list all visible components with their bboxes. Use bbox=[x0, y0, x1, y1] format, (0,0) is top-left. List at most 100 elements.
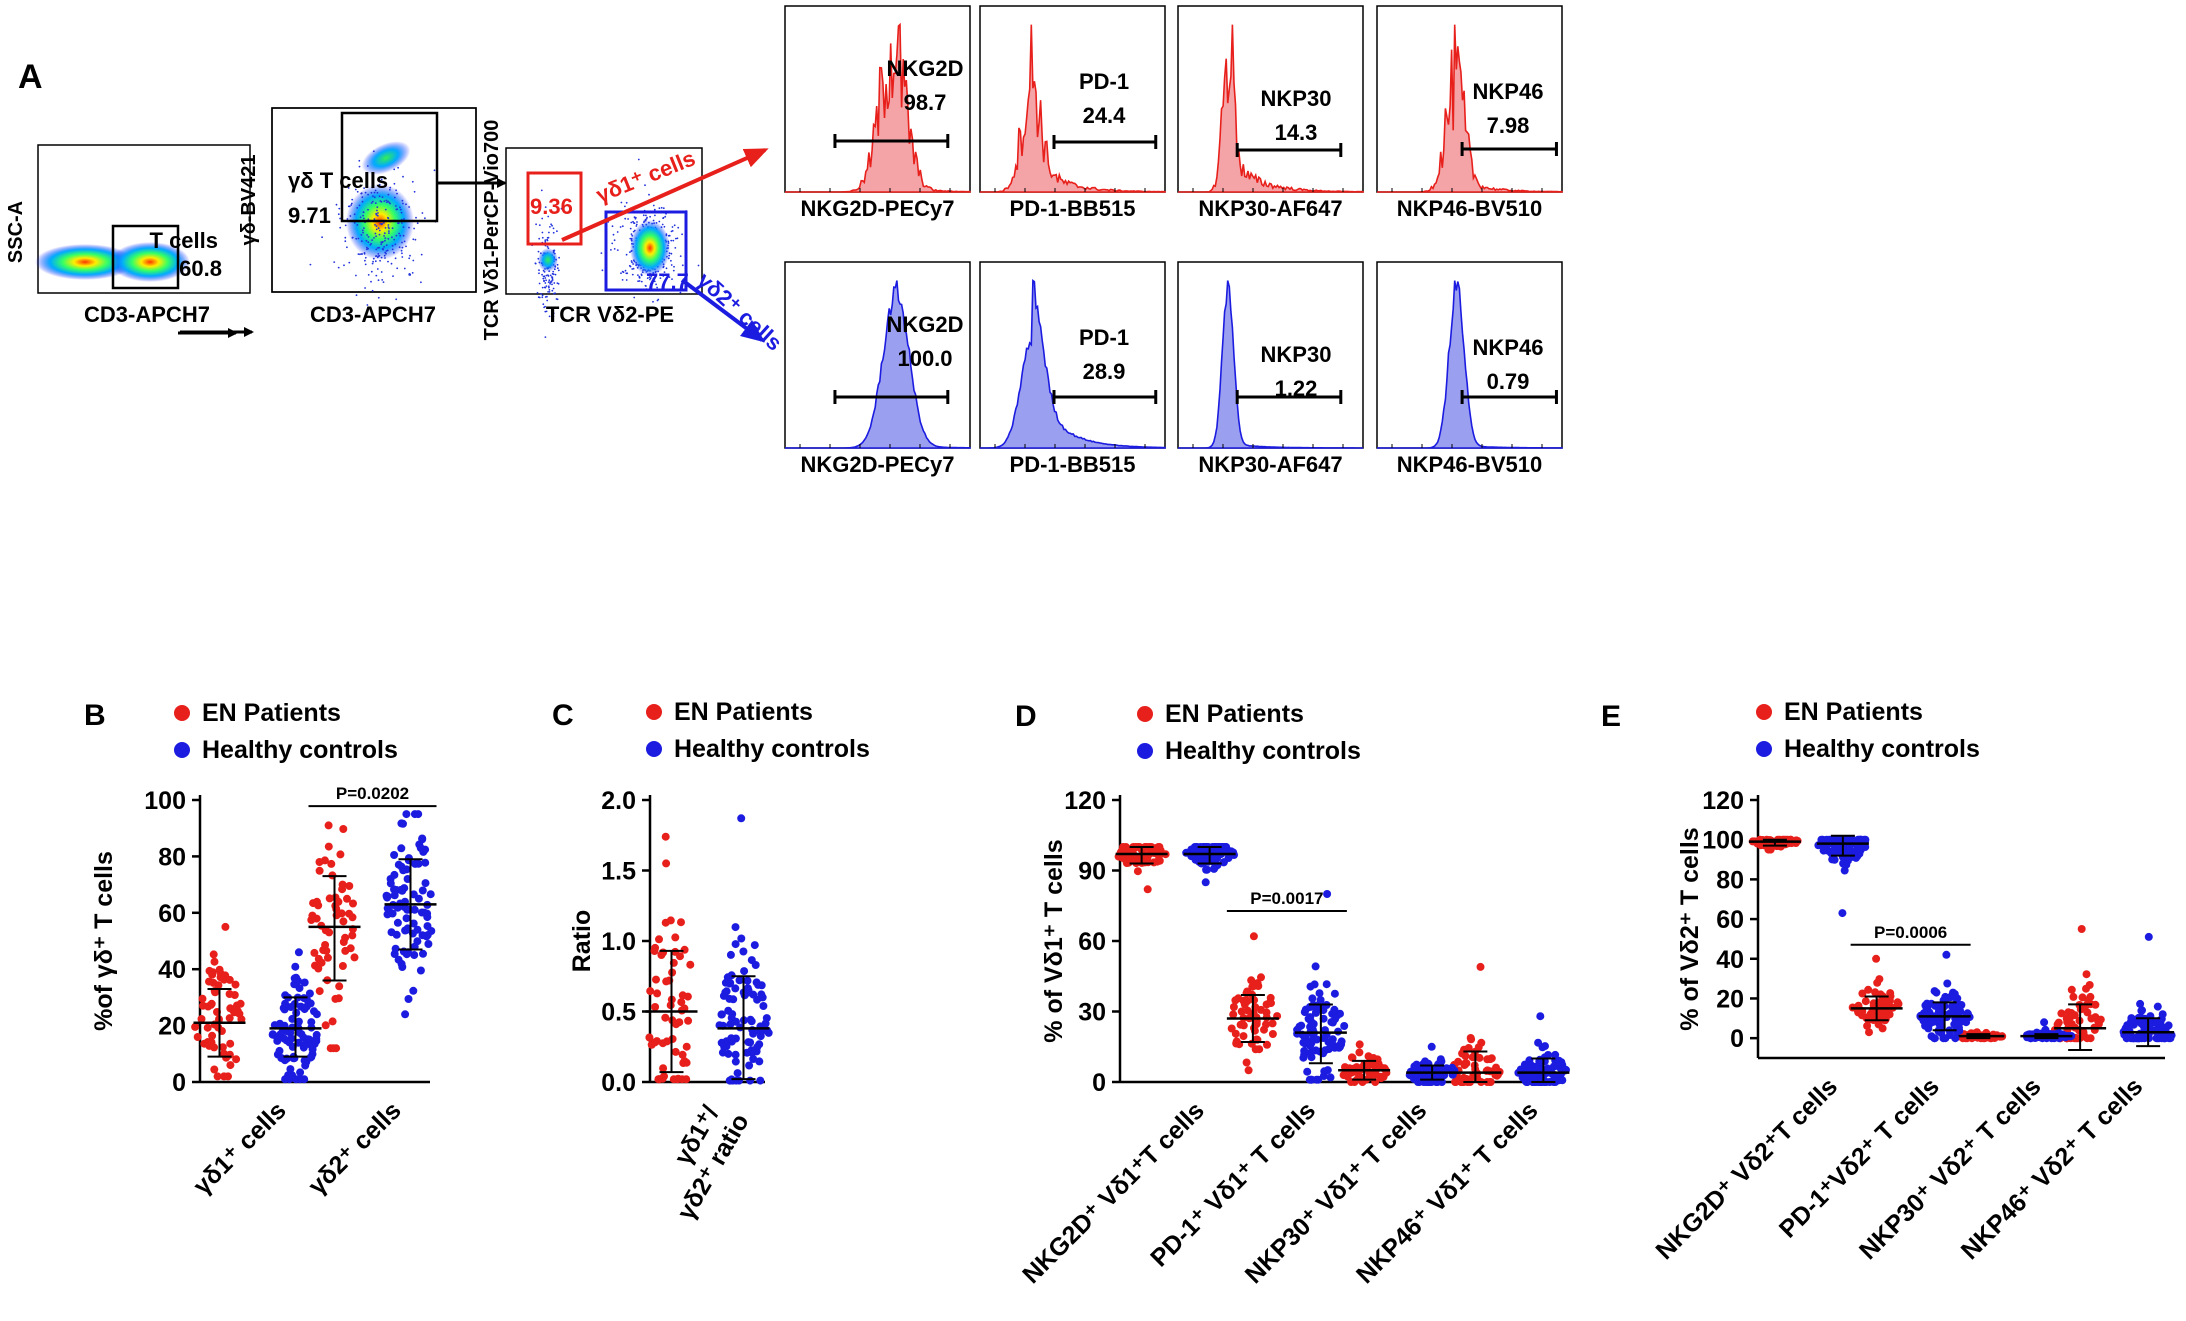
legend-dot-controls bbox=[1137, 743, 1153, 759]
y-tick-label: 0.0 bbox=[601, 1069, 636, 1097]
data-point bbox=[731, 1034, 740, 1043]
histogram-x-label: NKG2D-PECy7 bbox=[800, 452, 954, 477]
event-dot bbox=[629, 237, 632, 240]
event-dot bbox=[648, 276, 651, 279]
data-point bbox=[414, 810, 423, 819]
event-dot bbox=[662, 216, 665, 219]
data-point bbox=[390, 950, 399, 958]
event-dot bbox=[413, 227, 415, 230]
data-point bbox=[2053, 1020, 2062, 1029]
event-dot bbox=[380, 256, 383, 259]
data-point bbox=[2057, 1009, 2066, 1018]
event-dot bbox=[549, 282, 551, 285]
event-dot bbox=[671, 226, 674, 228]
event-dot bbox=[655, 283, 657, 286]
data-point bbox=[296, 1068, 305, 1077]
event-dot bbox=[544, 286, 547, 289]
data-point bbox=[661, 832, 670, 841]
data-point bbox=[680, 945, 689, 954]
data-point bbox=[325, 928, 334, 937]
event-dot bbox=[395, 234, 398, 237]
category-label: NKP30⁺ Vδ1⁺ T cells bbox=[1240, 1096, 1433, 1289]
event-dot bbox=[351, 236, 354, 239]
data-point bbox=[757, 990, 766, 999]
histogram-curve bbox=[980, 24, 1166, 193]
points-controls-1 bbox=[1293, 890, 1349, 1084]
gate-vd1 bbox=[526, 171, 583, 246]
event-dot bbox=[421, 212, 424, 214]
data-point bbox=[1133, 867, 1142, 876]
data-point bbox=[321, 1021, 330, 1030]
data-point bbox=[191, 1022, 200, 1031]
event-dot bbox=[611, 242, 614, 245]
event-dot bbox=[384, 257, 386, 259]
event-dot bbox=[635, 225, 638, 227]
data-point bbox=[392, 886, 401, 894]
data-point bbox=[1297, 1021, 1306, 1030]
event-dot bbox=[545, 274, 548, 277]
data-point bbox=[386, 908, 395, 917]
data-point bbox=[417, 908, 426, 917]
event-dot bbox=[358, 204, 361, 207]
data-point bbox=[1855, 835, 1864, 844]
data-point bbox=[315, 987, 324, 996]
data-point bbox=[424, 940, 433, 948]
data-point bbox=[2069, 992, 2078, 1001]
event-dot bbox=[541, 294, 544, 297]
data-point bbox=[646, 987, 655, 996]
event-dot bbox=[382, 248, 384, 251]
event-dot bbox=[402, 202, 404, 205]
data-point bbox=[2082, 970, 2091, 979]
event-dot bbox=[534, 262, 537, 265]
data-point bbox=[1460, 1060, 1469, 1069]
y-tick-label: 0 bbox=[172, 1069, 186, 1097]
data-point bbox=[2091, 1000, 2100, 1009]
data-point bbox=[401, 1010, 410, 1019]
data-point bbox=[1364, 1052, 1373, 1061]
event-dot bbox=[401, 252, 403, 255]
event-dot bbox=[396, 192, 398, 195]
event-dot bbox=[405, 245, 407, 248]
event-dot bbox=[645, 214, 647, 217]
event-dot bbox=[630, 260, 633, 262]
event-dot bbox=[360, 192, 363, 195]
data-point bbox=[1886, 992, 1895, 1001]
marker-name: NKG2D bbox=[886, 56, 963, 81]
event-dot bbox=[402, 175, 404, 178]
data-point bbox=[1878, 1024, 1887, 1033]
data-point bbox=[350, 953, 359, 962]
event-dot bbox=[411, 272, 414, 274]
data-point bbox=[1336, 1009, 1344, 1018]
event-dot bbox=[364, 256, 367, 259]
event-dot bbox=[631, 261, 633, 264]
data-point bbox=[421, 858, 430, 867]
event-dot bbox=[670, 239, 673, 242]
data-point bbox=[1316, 996, 1325, 1004]
data-point bbox=[1558, 1076, 1567, 1085]
data-point bbox=[1414, 1078, 1422, 1086]
data-point bbox=[1231, 1029, 1240, 1038]
data-point bbox=[349, 899, 357, 908]
event-dot bbox=[375, 274, 378, 277]
event-dot bbox=[402, 234, 405, 237]
data-point bbox=[1923, 999, 1931, 1008]
event-dot bbox=[375, 235, 377, 238]
event-dot bbox=[399, 208, 402, 211]
data-point bbox=[1894, 999, 1903, 1008]
event-dot bbox=[364, 191, 367, 194]
event-dot bbox=[548, 315, 551, 318]
panel-label-b: B bbox=[84, 699, 106, 732]
event-dot bbox=[681, 264, 684, 267]
event-dot bbox=[548, 291, 551, 293]
event-dot bbox=[670, 264, 673, 266]
event-dot bbox=[376, 206, 379, 209]
event-dot bbox=[367, 241, 370, 244]
chart-b: B EN Patients Healthy controls 0 20 40 60 80 100… bbox=[84, 699, 437, 1200]
event-dot bbox=[391, 236, 393, 239]
data-point bbox=[390, 851, 399, 859]
data-point bbox=[236, 999, 245, 1008]
event-dot bbox=[554, 292, 556, 295]
y-tick-label: 0 bbox=[1092, 1069, 1106, 1097]
data-point bbox=[749, 1029, 758, 1038]
data-point bbox=[1379, 1072, 1388, 1081]
